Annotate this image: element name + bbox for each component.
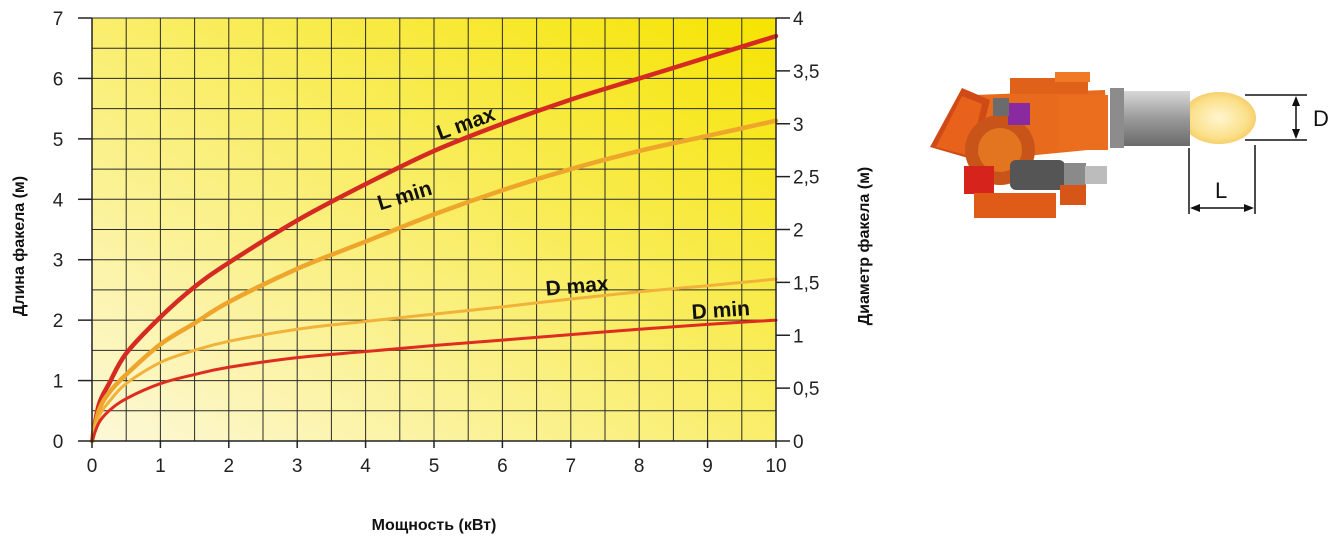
- x-tick-label: 4: [360, 456, 371, 477]
- y-right-tick-label: 3,5: [793, 62, 819, 83]
- l-max-curve: [89, 33, 779, 444]
- dimension-l-label: L: [1215, 178, 1227, 203]
- y-axis-left-title: Длина факела (м): [11, 176, 28, 316]
- d-min-curve: [90, 318, 778, 443]
- y-left-tick-label: 7: [53, 9, 64, 30]
- d-max-label: D max: [545, 272, 610, 300]
- x-tick-label: 1: [155, 456, 166, 477]
- blast-tube: [1122, 91, 1190, 146]
- y-left-tick-label: 4: [53, 190, 64, 211]
- y-right-tick-label: 3: [793, 115, 804, 136]
- y-right-tick-label: 4: [793, 9, 804, 30]
- y-right-tick-label: 2: [793, 221, 804, 242]
- x-tick-label: 7: [566, 456, 577, 477]
- y-right-tick-label: 2,5: [793, 168, 819, 189]
- y-axis-right-title: Диаметр факела (м): [856, 167, 873, 326]
- l-min-curve: [89, 118, 779, 444]
- y-right-tick-label: 0: [793, 432, 804, 453]
- y-left-tick-label: 1: [53, 372, 64, 393]
- curves: [89, 33, 779, 444]
- x-tick-label: 2: [224, 456, 235, 477]
- d-max-curve: [90, 277, 778, 443]
- d-min-label: D min: [691, 297, 751, 324]
- y-right-tick-label: 1,5: [793, 273, 819, 294]
- y-left-tick-label: 3: [53, 251, 64, 272]
- y-right-tick-label: 1: [793, 326, 804, 347]
- y-left-tick-label: 5: [53, 130, 64, 151]
- x-tick-label: 5: [429, 456, 440, 477]
- x-tick-label: 6: [497, 456, 508, 477]
- burner-illustration: D L: [930, 72, 1329, 218]
- dimension-d-label: D: [1313, 106, 1329, 131]
- y-left-tick-label: 2: [53, 311, 64, 332]
- grid: [91, 17, 777, 442]
- x-axis-title: Мощность (кВт): [372, 517, 497, 534]
- x-tick-label: 0: [87, 456, 98, 477]
- flame-shape: [1182, 92, 1256, 144]
- x-tick-label: 10: [765, 456, 786, 477]
- y-right-tick-label: 0,5: [793, 379, 819, 400]
- axes: 0 1 2 3 4 5 6 7 8 9 10 0 1 2 3 4 5 6 7 0 0,5 1 1,5 2 2,5 3 3,5 4: [53, 9, 820, 477]
- x-tick-label: 3: [292, 456, 303, 477]
- x-tick-label: 8: [634, 456, 645, 477]
- y-left-tick-label: 0: [53, 432, 64, 453]
- y-left-tick-label: 6: [53, 69, 64, 90]
- x-tick-label: 9: [702, 456, 713, 477]
